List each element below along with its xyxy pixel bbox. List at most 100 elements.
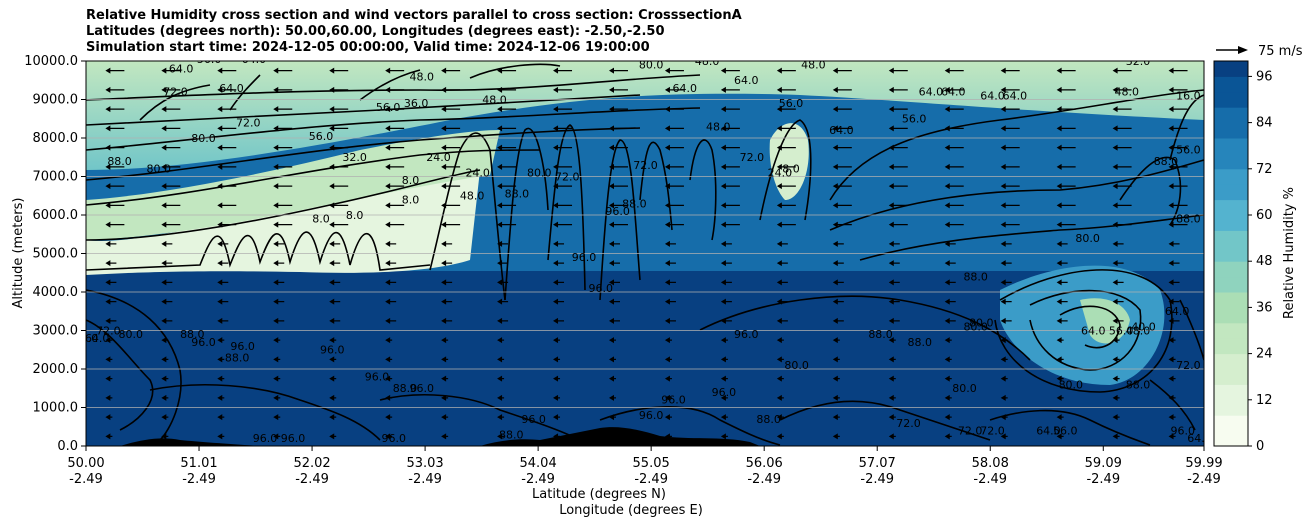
contour-label: 64.0: [85, 332, 110, 345]
colorbar-band: [1214, 369, 1248, 385]
wind-vector-head: [497, 125, 503, 132]
wind-vector-head: [217, 260, 223, 267]
contour-label: 96.0: [191, 336, 216, 349]
wind-vector-head: [1112, 86, 1118, 93]
contour-label: 32.0: [1126, 55, 1151, 68]
wind-vector-head: [720, 144, 726, 151]
wind-vector-head: [1112, 317, 1118, 324]
wind-vector-head: [664, 394, 670, 401]
colorbar-band: [1214, 91, 1248, 108]
contour-label: 48.0: [460, 190, 485, 203]
wind-vector-head: [1168, 183, 1174, 190]
wind-vector-head: [1112, 144, 1118, 151]
wind-vector-head: [385, 298, 391, 305]
wind-vector-head: [161, 163, 167, 170]
contour-label: 72.0: [163, 86, 188, 99]
wind-vector-head: [1112, 298, 1118, 305]
contour-line: [779, 400, 991, 441]
contour-line: [1119, 156, 1182, 226]
wind-vector-head: [608, 317, 614, 324]
wind-vector-head: [944, 67, 950, 74]
wind-vector-head: [497, 240, 503, 247]
wind-vector-head: [1000, 144, 1006, 151]
contour-label: 56.0: [309, 130, 334, 143]
wind-vector-head: [385, 240, 391, 247]
wind-vector-head: [720, 394, 726, 401]
contour-label: 80.0: [527, 167, 552, 180]
wind-vector-head: [664, 298, 670, 305]
wind-vector-head: [1000, 317, 1006, 324]
wind-vector-head: [1056, 106, 1062, 113]
wind-vector-head: [329, 221, 335, 228]
wind-vector-head: [832, 163, 838, 170]
colorbar-band: [1214, 76, 1248, 93]
contour-label: 88.0: [1176, 213, 1201, 226]
x-tick-label-lat: 50.00: [67, 456, 104, 471]
wind-vector-head: [273, 125, 279, 132]
wind-vector-head: [161, 144, 167, 151]
wind-vector-head: [944, 433, 950, 440]
field-moist-lower: [86, 275, 1204, 446]
wind-vector-head: [105, 317, 111, 324]
wind-vector-head: [1000, 260, 1006, 267]
contour-line: [859, 214, 1204, 261]
wind-vector-head: [161, 414, 167, 421]
colorbar-label: Relative Humidity %: [1282, 187, 1297, 319]
contour-line: [994, 269, 1173, 393]
wind-vector-head: [720, 221, 726, 228]
contour-label: 48.0: [695, 55, 720, 68]
contour-line: [86, 107, 701, 151]
wind-vector-head: [832, 356, 838, 363]
wind-vector-head: [720, 163, 726, 170]
contour-label: 56.0: [902, 113, 927, 126]
contour-line: [599, 139, 641, 301]
wind-vector-head: [273, 67, 279, 74]
wind-vector-head: [720, 106, 726, 113]
wind-vector-head: [720, 202, 726, 209]
wind-vector-head: [776, 240, 782, 247]
wind-vector-head: [497, 356, 503, 363]
wind-vector-head: [1112, 433, 1118, 440]
wind-vector-head: [1056, 317, 1062, 324]
wind-vector-head: [329, 279, 335, 286]
wind-vector-head: [553, 337, 559, 344]
wind-vector-head: [832, 337, 838, 344]
wind-vector-head: [1056, 163, 1062, 170]
wind-vector-head: [888, 183, 894, 190]
contour-label: 88.0: [107, 155, 132, 168]
wind-vector-head: [497, 298, 503, 305]
wind-vector-head: [888, 106, 894, 113]
wind-vector-head: [1056, 260, 1062, 267]
contour-line: [829, 159, 1204, 231]
wind-vector-head: [161, 298, 167, 305]
contour-label: 88.0: [499, 428, 524, 441]
wind-vector-head: [1000, 183, 1006, 190]
colorbar-band: [1214, 353, 1248, 370]
wind-vector-head: [1168, 144, 1174, 151]
wind-vector-head: [497, 144, 503, 151]
colorbar-band: [1214, 61, 1248, 77]
wind-vector-head: [1000, 337, 1006, 344]
contour-label: 24.0: [768, 167, 793, 180]
wind-vector-head: [832, 144, 838, 151]
quiver-key: 75 m/s: [1216, 44, 1303, 59]
colorbar-band: [1214, 199, 1248, 216]
contour-line: [599, 406, 781, 446]
wind-vector-head: [1000, 106, 1006, 113]
wind-vector-head: [776, 221, 782, 228]
wind-vector-head: [608, 144, 614, 151]
wind-vector-head: [1000, 433, 1006, 440]
field-dry-spike: [769, 123, 809, 200]
wind-vector-head: [776, 433, 782, 440]
colorbar-band: [1214, 276, 1248, 293]
colorbar-band: [1214, 399, 1248, 416]
colorbar-tick-label: 36: [1256, 300, 1273, 315]
wind-vector-head: [664, 67, 670, 74]
wind-vector-head: [720, 86, 726, 93]
wind-vector-head: [497, 86, 503, 93]
wind-vector-head: [441, 279, 447, 286]
wind-vector-head: [664, 375, 670, 382]
wind-vector-head: [608, 163, 614, 170]
